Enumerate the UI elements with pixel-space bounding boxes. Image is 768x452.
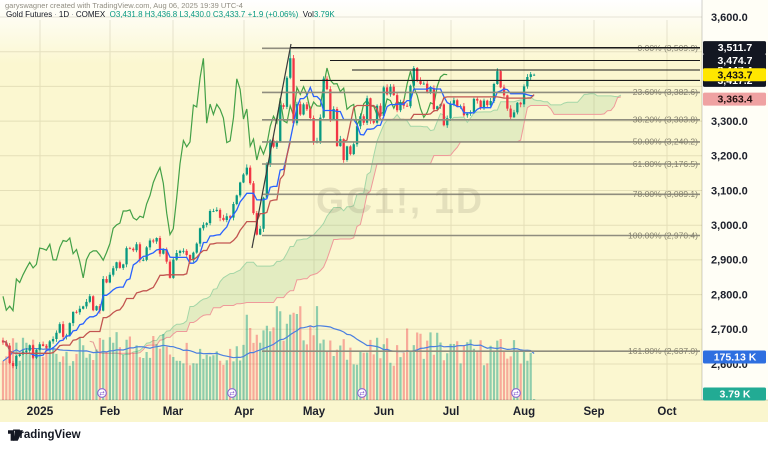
rollover-glyph: ⇄ [229,391,235,398]
price-axis-label: 3,000.0 [711,220,748,232]
contract-rollover-icon [511,388,521,398]
price-badge: 3.79 K [703,387,766,401]
ichimoku-base-line [2,94,535,354]
symbol-watermark: GC1!, 1D [315,180,485,221]
price-badge: 175.13 K [703,350,766,364]
price-badge: 3,511.7 [703,41,766,54]
svg-text:3,511.7: 3,511.7 [718,42,753,54]
svg-text:3,363.4: 3,363.4 [717,94,752,106]
volume-value: 3.79K [313,10,335,19]
exchange-label: COMEX [75,10,106,19]
time-axis-label: Jun [374,406,394,418]
svg-text:3.79 K: 3.79 K [720,389,751,401]
contract-rollover-icon [97,388,107,398]
ohlc-change: +1.9 (+0.06%) [247,10,299,19]
ohlc-close: C3,433.7 [212,10,246,19]
price-axis-label: 2,900.0 [711,255,748,267]
time-axis-label: Feb [100,406,120,418]
ichimoku-span-b [89,96,622,354]
time-axis-label: May [303,406,326,418]
fib-level-label: 23.60% (3,382.6) [633,87,698,97]
ichimoku-lagging-span [2,58,448,313]
fib-level-label: 78.00% (3,089.1) [633,189,698,199]
symbol-legend[interactable]: Gold Futures · 1D · COMEX O3,431.8 H3,436.8 … [6,10,335,19]
svg-text:3,433.7: 3,433.7 [717,69,752,81]
credit-line: garyswagner created with TradingView.com… [5,1,243,10]
svg-text:3,474.7: 3,474.7 [717,55,752,67]
time-axis-label: Sep [583,406,604,418]
time-axis [0,400,768,422]
price-axis-label: 2,700.0 [711,324,748,336]
ichimoku-conversion-line [2,85,535,357]
contract-rollover-icon [357,388,367,398]
rollover-glyph: ⇄ [359,391,365,398]
rollover-glyph: ⇄ [513,391,519,398]
tradingview-brand-text[interactable]: TradingView [13,429,81,441]
plot-background [0,0,768,400]
grid-lines [0,16,702,400]
fib-level-label: 38.20% (3,303.8) [633,115,698,125]
volume-ma-line [2,325,535,362]
ohlc-high: H3,436.8 [144,10,178,19]
price-badge: 3,433.7 [703,68,766,81]
volume-bars-up [15,306,536,400]
time-axis-label: Apr [234,406,254,418]
footer-bar: TradingView [8,429,81,441]
time-axis-label: Oct [657,406,676,418]
ohlc-low: L3,430.0 [179,10,211,19]
legend-separator-2: · [71,10,74,19]
price-axis-label: 3,200.0 [711,151,748,163]
time-axis-label: Aug [513,406,535,418]
svg-text:175.13 K: 175.13 K [714,352,757,364]
time-axis-label: Jul [443,406,460,418]
contract-rollover-icon [227,388,237,398]
fib-level-label: 161.80% (2,637.0) [628,346,698,356]
price-axis-label: 2,800.0 [711,289,748,301]
symbol-name[interactable]: Gold Futures [6,10,53,19]
fib-level-label: 61.80% (3,176.5) [633,159,698,169]
trend-line [251,43,292,249]
volume-label: Vol [302,10,314,19]
price-axis-label: 3,600.0 [711,12,748,24]
price-axis-label: 3,100.0 [711,185,748,197]
rollover-glyph: ⇄ [99,391,105,398]
ohlc-open: O3,431.8 [109,10,143,19]
price-axis-label: 3,300.0 [711,116,748,128]
fib-level-label: 50.00% (3,240.2) [633,137,698,147]
fib-level-label: 100.00% (2,970.4) [628,230,698,240]
time-axis-label: 2025 [27,404,54,418]
time-axis-label: Mar [163,406,184,418]
ichimoku-cloud-bull [89,93,621,354]
legend-separator-1: · [54,10,57,19]
volume-bars-down [1,306,522,400]
interval-label[interactable]: 1D [58,10,70,19]
ichimoku-span-a [89,93,622,356]
price-badge: 3,474.7 [703,54,766,67]
price-badge: 3,363.4 [703,92,766,106]
